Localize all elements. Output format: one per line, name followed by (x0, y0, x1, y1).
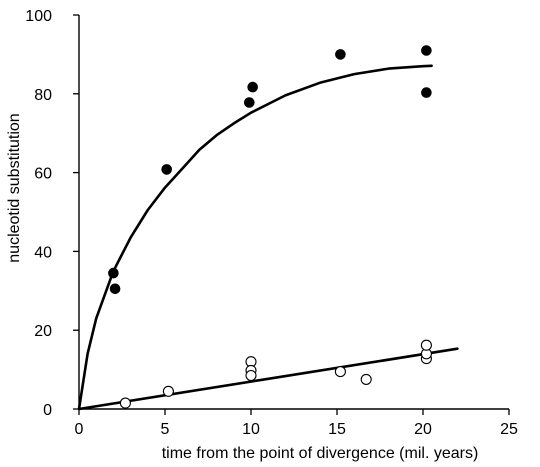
filled-data-point (421, 87, 432, 98)
x-tick-label: 15 (328, 421, 346, 438)
filled-data-point (108, 267, 119, 279)
y-tick-label: 0 (43, 402, 52, 419)
filled-data-point (421, 45, 432, 56)
y-axis-title: nucleotid substitution (6, 113, 23, 262)
open-data-point (119, 397, 131, 409)
x-tick-label: 20 (414, 421, 432, 438)
saturating-fit-curve (77, 64, 433, 411)
data-points (108, 45, 432, 409)
x-tick-label: 5 (161, 421, 170, 438)
open-data-point (162, 385, 174, 397)
linear-fit-line (77, 347, 459, 411)
filled-data-point (161, 164, 172, 175)
filled-data-point (109, 283, 121, 295)
open-data-point (245, 369, 257, 382)
x-tick-label: 0 (75, 421, 84, 438)
open-data-point (360, 373, 372, 385)
axes (78, 15, 509, 410)
filled-data-point (247, 81, 258, 93)
filled-data-point (335, 49, 346, 60)
y-tick-label: 80 (34, 87, 52, 104)
fit-lines (77, 64, 459, 411)
x-tick-label: 10 (242, 421, 260, 438)
open-data-point (420, 339, 432, 351)
y-tick-label: 60 (34, 166, 52, 183)
x-tick-label: 25 (500, 421, 518, 438)
open-data-point (334, 366, 346, 378)
filled-data-point (244, 97, 255, 108)
y-axis-ticks: 0 20 40 60 80 100 (25, 8, 79, 419)
y-tick-label: 20 (34, 323, 52, 340)
y-tick-label: 100 (25, 8, 52, 25)
x-axis-title: time from the point of divergence (mil. … (162, 445, 479, 462)
y-tick-label: 40 (34, 244, 52, 261)
x-axis-ticks: 0 5 10 15 20 25 (75, 409, 518, 438)
